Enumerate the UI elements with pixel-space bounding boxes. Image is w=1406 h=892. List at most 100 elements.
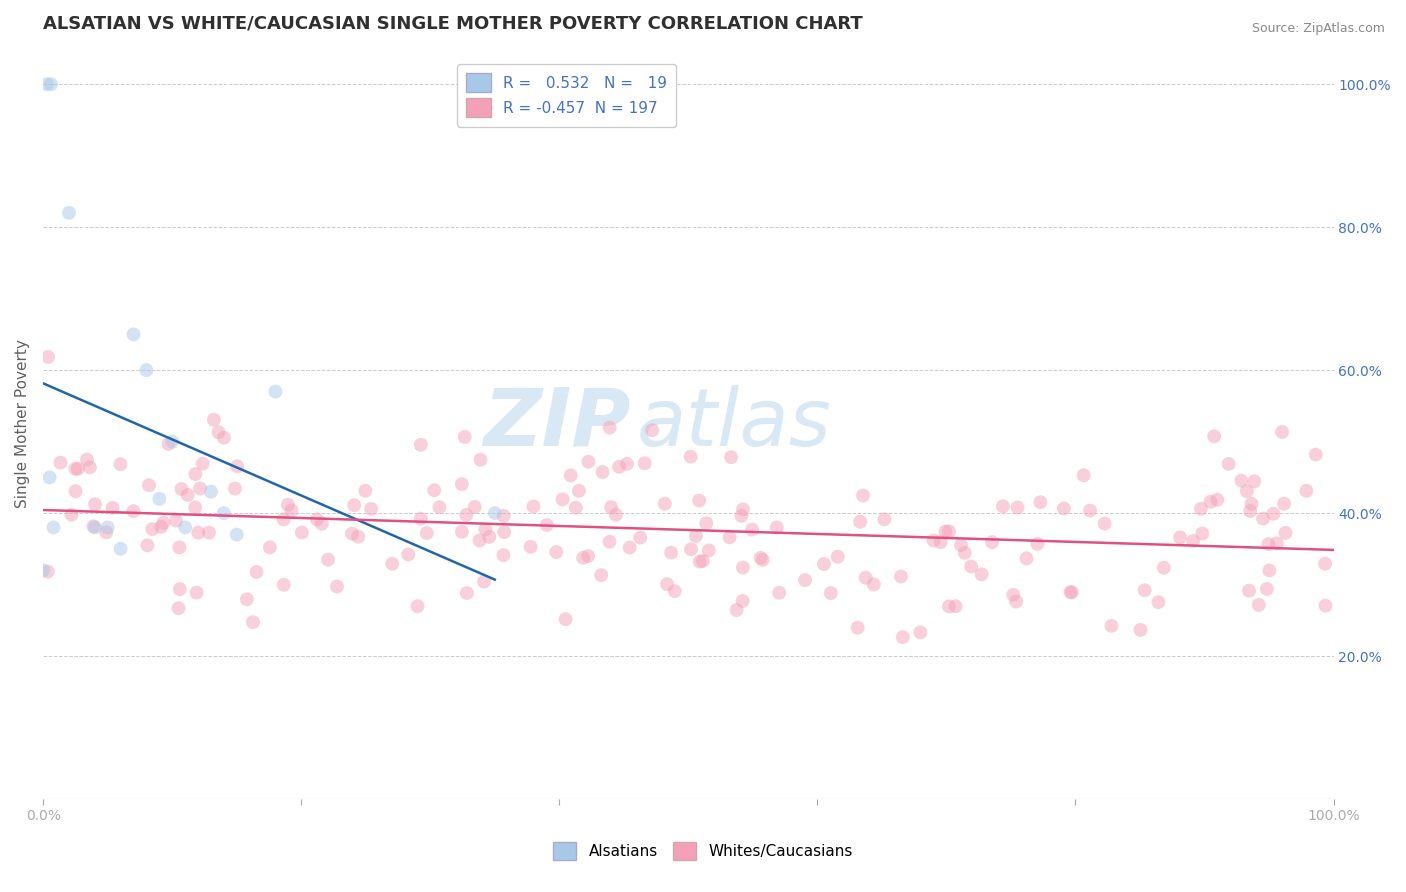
Point — [416, 526, 439, 541]
Point — [813, 557, 835, 571]
Point — [599, 420, 621, 434]
Point — [423, 483, 446, 498]
Point — [409, 438, 432, 452]
Point — [198, 525, 221, 540]
Point — [560, 468, 582, 483]
Point — [960, 559, 983, 574]
Point — [1313, 557, 1336, 571]
Point — [187, 525, 209, 540]
Point — [37, 565, 59, 579]
Point — [1073, 468, 1095, 483]
Point — [1133, 583, 1156, 598]
Point — [1218, 457, 1240, 471]
Point — [202, 413, 225, 427]
Point — [654, 497, 676, 511]
Point — [641, 423, 664, 437]
Point — [478, 530, 501, 544]
Point — [79, 460, 101, 475]
Point — [456, 508, 478, 522]
Point — [685, 529, 707, 543]
Point — [751, 553, 773, 567]
Point — [695, 516, 717, 531]
Point — [592, 465, 614, 479]
Point — [536, 518, 558, 533]
Point — [546, 545, 568, 559]
Point — [628, 531, 651, 545]
Point — [224, 482, 246, 496]
Point — [347, 530, 370, 544]
Point — [464, 500, 486, 514]
Point — [991, 500, 1014, 514]
Point — [938, 524, 960, 539]
Point — [1271, 425, 1294, 439]
Point — [135, 363, 157, 377]
Point — [176, 488, 198, 502]
Point — [849, 515, 872, 529]
Y-axis label: Single Mother Poverty: Single Mother Poverty — [15, 339, 30, 508]
Point — [212, 431, 235, 445]
Point — [291, 525, 314, 540]
Point — [381, 557, 404, 571]
Point — [326, 579, 349, 593]
Point — [679, 450, 702, 464]
Text: ALSATIAN VS WHITE/CAUCASIAN SINGLE MOTHER POVERTY CORRELATION CHART: ALSATIAN VS WHITE/CAUCASIAN SINGLE MOTHE… — [44, 15, 863, 33]
Point — [970, 567, 993, 582]
Point — [1153, 560, 1175, 574]
Point — [148, 491, 170, 506]
Point — [454, 430, 477, 444]
Point — [1147, 595, 1170, 609]
Point — [689, 555, 711, 569]
Point — [138, 478, 160, 492]
Legend: R =   0.532   N =   19, R = -0.457  N = 197: R = 0.532 N = 19, R = -0.457 N = 197 — [457, 63, 676, 127]
Point — [343, 498, 366, 512]
Point — [494, 525, 516, 540]
Point — [39, 77, 62, 91]
Point — [152, 516, 174, 530]
Point — [101, 500, 124, 515]
Point — [49, 456, 72, 470]
Point — [97, 520, 120, 534]
Point — [273, 512, 295, 526]
Point — [65, 484, 87, 499]
Point — [316, 552, 339, 566]
Point — [259, 541, 281, 555]
Point — [456, 586, 478, 600]
Point — [242, 615, 264, 630]
Point — [96, 525, 118, 540]
Point — [655, 577, 678, 591]
Point — [568, 483, 591, 498]
Point — [731, 502, 754, 516]
Point — [679, 542, 702, 557]
Point — [692, 554, 714, 568]
Point — [84, 497, 107, 511]
Point — [827, 549, 849, 564]
Point — [188, 482, 211, 496]
Point — [122, 504, 145, 518]
Point — [766, 520, 789, 534]
Point — [891, 630, 914, 644]
Point — [1257, 537, 1279, 551]
Point — [554, 612, 576, 626]
Point — [174, 520, 197, 534]
Point — [360, 502, 382, 516]
Point — [468, 533, 491, 548]
Point — [474, 522, 496, 536]
Point — [1263, 507, 1285, 521]
Point — [225, 527, 247, 541]
Point — [1237, 583, 1260, 598]
Point — [58, 206, 80, 220]
Point — [605, 508, 627, 522]
Point — [981, 535, 1004, 549]
Point — [1002, 588, 1025, 602]
Point — [1007, 500, 1029, 515]
Point — [136, 538, 159, 552]
Point — [1265, 536, 1288, 550]
Text: ZIP: ZIP — [482, 384, 630, 463]
Point — [1256, 582, 1278, 596]
Point — [170, 482, 193, 496]
Point — [1240, 497, 1263, 511]
Point — [165, 514, 187, 528]
Point — [492, 508, 515, 523]
Point — [1015, 551, 1038, 566]
Point — [167, 601, 190, 615]
